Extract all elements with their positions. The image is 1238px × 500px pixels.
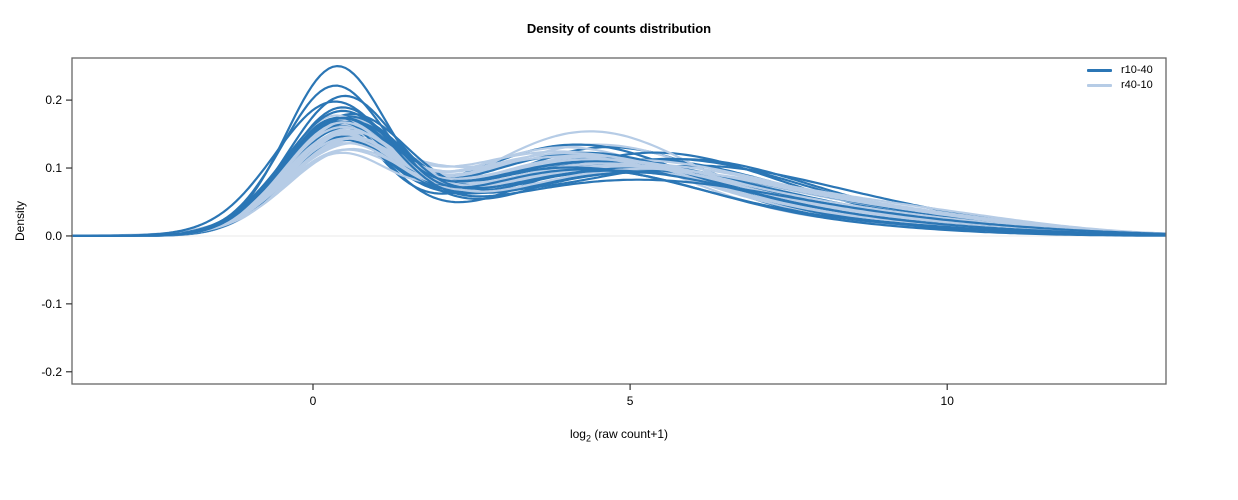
y-tick-label: 0.1 [45,161,62,175]
x-axis-label-suffix: (raw count+1) [590,427,669,441]
legend-item-r40-10: r40-10 [1087,78,1153,93]
legend-label-r40-10: r40-10 [1121,79,1153,91]
chart-title: Density of counts distribution [526,21,712,36]
x-axis-label-prefix: log [569,427,586,441]
plot-frame [71,57,1167,385]
legend-line-swatch-r40-10 [1087,84,1112,87]
legend-label-r10-40: r10-40 [1121,64,1153,76]
x-axis-label: log2 (raw count+1) [72,427,1166,443]
x-tick-label: 0 [310,394,317,408]
legend-line-swatch-r10-40 [1087,69,1112,72]
density-curve-r40-10 [72,137,1166,237]
y-tick-label: -0.1 [41,297,62,311]
density-curves [72,64,1166,237]
legend-item-r10-40: r10-40 [1087,63,1153,78]
x-axis-label-subscript: 2 [585,433,591,444]
x-tick-label: 5 [627,394,634,408]
y-tick-label: 0.2 [45,93,62,107]
y-tick-label: -0.2 [41,365,62,379]
legend: r10-40 r40-10 [1087,63,1153,93]
x-tick-label: 10 [941,394,955,408]
density-curve-r10-40 [72,100,1166,237]
density-curve-r10-40 [72,94,1166,237]
y-tick-label: 0.0 [45,229,62,243]
